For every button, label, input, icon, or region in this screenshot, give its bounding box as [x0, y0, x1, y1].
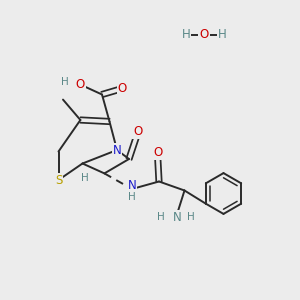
- Text: N: N: [172, 211, 182, 224]
- Text: O: O: [153, 146, 162, 160]
- Text: H: H: [182, 28, 190, 41]
- Text: H: H: [81, 173, 89, 183]
- Text: H: H: [218, 28, 226, 41]
- Text: N: N: [112, 143, 122, 157]
- Text: O: O: [76, 78, 85, 91]
- Text: S: S: [55, 173, 62, 187]
- Text: O: O: [200, 28, 208, 41]
- Text: O: O: [134, 125, 142, 139]
- Text: H: H: [157, 212, 165, 223]
- Text: H: H: [187, 212, 195, 223]
- Text: H: H: [128, 191, 135, 202]
- Text: N: N: [128, 179, 136, 192]
- Text: H: H: [61, 77, 69, 87]
- Text: O: O: [118, 82, 127, 95]
